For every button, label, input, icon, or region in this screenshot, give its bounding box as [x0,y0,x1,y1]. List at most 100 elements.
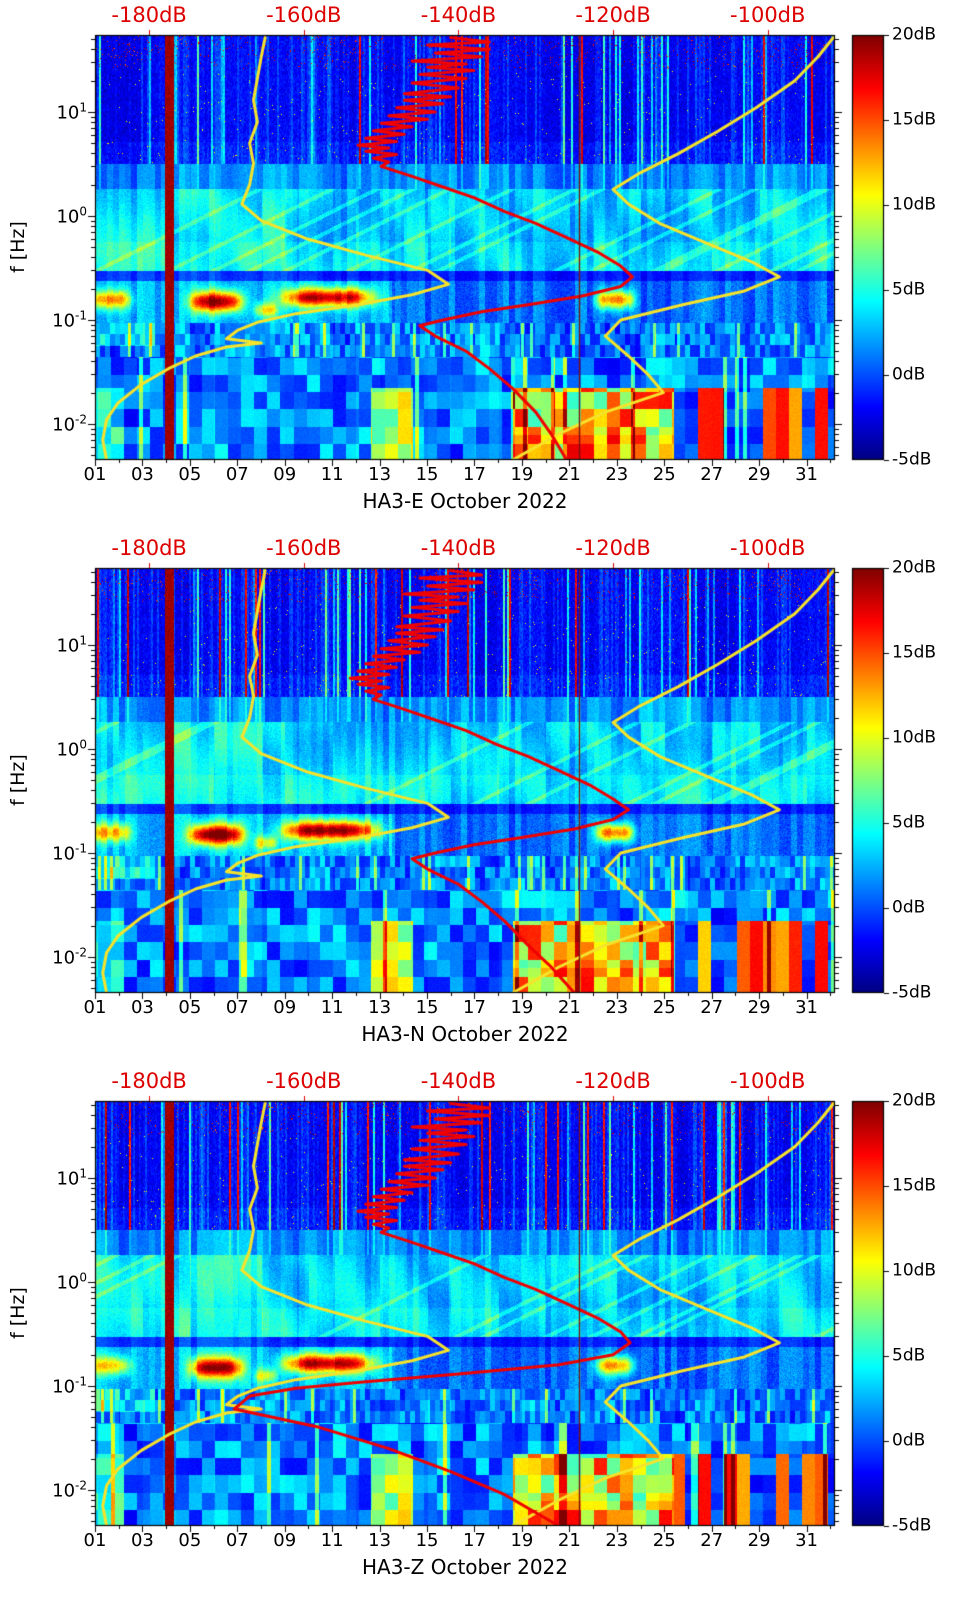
x-tick-label: 15 [415,997,439,1018]
colorbar-tick-label: 0dB [892,897,926,918]
colorbar-tick-label: 10dB [892,194,937,215]
top-axis-tick-label: -100dB [730,1069,806,1093]
colorbar-tick-label: -5dB [892,449,932,470]
chart-title-n: HA3-N October 2022 [361,1022,569,1046]
x-tick-label: 17 [463,1530,486,1551]
x-tick-label: 13 [368,464,392,485]
x-tick-label: 05 [178,1530,202,1551]
top-axis-tick-label: -180dB [111,3,187,27]
top-axis-tick-label: -180dB [111,1069,187,1093]
x-tick-label: 29 [747,1530,771,1551]
x-tick-label: 17 [463,997,486,1018]
top-axis-tick-label: -100dB [730,3,806,27]
x-tick-label: 17 [463,464,486,485]
colorbar-tick-label: 5dB [892,1345,926,1366]
y-tick-label: 100 [56,204,87,228]
x-tick-label: 25 [652,997,676,1018]
y-tick-label: 100 [56,1270,87,1294]
x-tick-label: 23 [605,997,629,1018]
top-axis-tick-label: -140dB [420,3,497,27]
colorbar-tick-label: 10dB [892,1260,937,1281]
colorbar-tick-label: 20dB [892,1090,937,1111]
y-axis-title-z: f [Hz] [7,1287,29,1340]
x-tick-label: 21 [557,1530,581,1551]
top-axis-tick-label: -160dB [266,536,342,560]
x-tick-label: 13 [368,1530,392,1551]
spectrogram-panel-ha3-z: -180dB -160dB -140dB -120dB -100dB 101 100 10-… [0,1066,962,1599]
y-tick-label: 10-1 [52,841,87,865]
colorbar-tick-label: 20dB [892,557,937,578]
colorbar-tick-label: 0dB [892,364,926,385]
top-axis-tick-label: -140dB [420,1069,497,1093]
x-tick-label: 11 [320,464,344,485]
y-tick-label: 10-2 [52,945,87,969]
x-tick-label: 15 [415,464,439,485]
x-tick-label: 19 [510,1530,534,1551]
x-tick-label: 01 [83,464,107,485]
colorbar-tick-label: 10dB [892,727,937,748]
y-tick-label: 10-1 [52,308,87,332]
x-tick-label: 07 [225,464,249,485]
x-tick-label: 29 [747,997,771,1018]
x-tick-label: 31 [795,997,818,1018]
x-tick-label: 25 [652,1530,676,1551]
x-tick-label: 27 [700,1530,724,1551]
x-tick-label: 29 [747,464,771,485]
top-axis-tick-label: -140dB [420,536,497,560]
y-tick-label: 10-2 [52,412,87,436]
top-axis-tick-label: -120dB [575,3,651,27]
x-tick-label: 09 [273,997,297,1018]
x-tick-label: 19 [510,997,534,1018]
x-tick-label: 07 [225,997,249,1018]
colorbar-tick-label: 5dB [892,279,926,300]
top-axis-tick-label: -180dB [111,536,187,560]
x-tick-label: 25 [652,464,676,485]
top-axis-tick-label: -160dB [266,3,342,27]
colorbar-tick-label: 15dB [892,642,937,663]
y-axis-title-e: f [Hz] [7,221,29,274]
spectrogram-panel-ha3-e: -180dB -160dB -140dB -120dB -100dB 101 100 10-… [0,0,962,533]
colorbar-tick-label: 20dB [892,24,937,45]
top-axis-tick-label: -100dB [730,536,806,560]
y-tick-label: 10-2 [52,1478,87,1502]
colorbar-tick-label: 0dB [892,1430,926,1451]
y-tick-label: 100 [56,737,87,761]
x-tick-label: 03 [130,997,154,1018]
y-tick-label: 10-1 [52,1374,87,1398]
spectrogram-heatmap-canvas-e [0,0,962,533]
x-tick-label: 05 [178,464,202,485]
x-tick-label: 01 [83,997,107,1018]
x-tick-label: 09 [273,464,297,485]
x-tick-label: 03 [130,464,154,485]
colorbar-tick-label: -5dB [892,982,932,1003]
x-tick-label: 27 [700,997,724,1018]
x-tick-label: 11 [320,997,344,1018]
x-tick-label: 27 [700,464,724,485]
x-tick-label: 11 [320,1530,344,1551]
y-tick-label: 101 [56,100,87,124]
x-tick-label: 31 [795,464,818,485]
x-tick-label: 23 [605,1530,629,1551]
x-tick-label: 05 [178,997,202,1018]
x-tick-label: 19 [510,464,534,485]
x-tick-label: 15 [415,1530,439,1551]
colorbar-tick-label: 5dB [892,812,926,833]
colorbar-tick-label: 15dB [892,1175,937,1196]
x-tick-label: 01 [83,1530,107,1551]
x-tick-label: 07 [225,1530,249,1551]
x-tick-label: 03 [130,1530,154,1551]
chart-title-e: HA3-E October 2022 [362,489,568,513]
top-axis-tick-label: -120dB [575,536,651,560]
y-tick-label: 101 [56,633,87,657]
x-tick-label: 23 [605,464,629,485]
spectrogram-panel-ha3-n: -180dB -160dB -140dB -120dB -100dB 101 100 10-… [0,533,962,1066]
spectrogram-heatmap-canvas-z [0,1066,962,1599]
spectrogram-heatmap-canvas-n [0,533,962,1066]
x-tick-label: 21 [557,464,581,485]
x-tick-label: 21 [557,997,581,1018]
colorbar-tick-label: -5dB [892,1515,932,1536]
top-axis-tick-label: -160dB [266,1069,342,1093]
x-tick-label: 09 [273,1530,297,1551]
x-tick-label: 31 [795,1530,818,1551]
